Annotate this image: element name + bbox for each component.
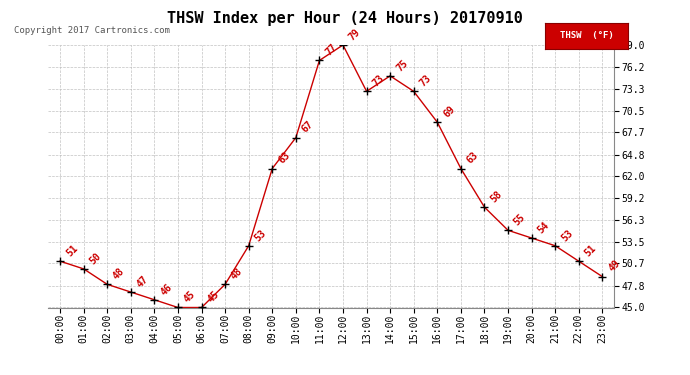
Point <box>408 88 420 94</box>
Text: 50: 50 <box>88 251 103 266</box>
Text: 77: 77 <box>324 42 339 58</box>
Text: 58: 58 <box>489 189 504 204</box>
Point <box>172 304 184 310</box>
Point <box>337 42 348 48</box>
Text: 73: 73 <box>371 73 386 88</box>
Point <box>149 297 160 303</box>
Point <box>455 165 466 171</box>
Text: 73: 73 <box>418 73 433 88</box>
Point <box>126 289 137 295</box>
Text: 49: 49 <box>607 258 622 274</box>
Point <box>597 274 608 280</box>
Text: 55: 55 <box>512 212 528 228</box>
Text: 51: 51 <box>64 243 79 258</box>
Point <box>479 204 490 210</box>
Text: 53: 53 <box>253 228 268 243</box>
Point <box>78 266 89 272</box>
Text: 75: 75 <box>394 58 410 73</box>
Point <box>290 135 302 141</box>
Text: 48: 48 <box>111 266 127 282</box>
Text: Copyright 2017 Cartronics.com: Copyright 2017 Cartronics.com <box>14 26 170 35</box>
Text: 63: 63 <box>465 150 480 166</box>
Text: 63: 63 <box>277 150 292 166</box>
Point <box>219 281 230 287</box>
Point <box>502 227 513 233</box>
Point <box>384 73 395 79</box>
Text: 79: 79 <box>347 27 362 42</box>
Text: 53: 53 <box>560 228 575 243</box>
Point <box>243 243 254 249</box>
Text: 54: 54 <box>535 220 551 235</box>
Point <box>196 304 207 310</box>
Point <box>526 235 537 241</box>
Text: 45: 45 <box>206 290 221 305</box>
Point <box>361 88 372 94</box>
Text: 51: 51 <box>583 243 598 258</box>
Text: 45: 45 <box>182 290 197 305</box>
Text: 69: 69 <box>442 104 457 119</box>
Point <box>55 258 66 264</box>
Point <box>550 243 561 249</box>
Text: THSW  (°F): THSW (°F) <box>560 31 613 40</box>
Text: 48: 48 <box>229 266 245 282</box>
Text: THSW Index per Hour (24 Hours) 20170910: THSW Index per Hour (24 Hours) 20170910 <box>167 11 523 26</box>
Text: 47: 47 <box>135 274 150 289</box>
Point <box>573 258 584 264</box>
Point <box>432 119 443 125</box>
Text: 67: 67 <box>300 120 315 135</box>
Point <box>314 57 325 63</box>
Point <box>101 281 112 287</box>
Text: 46: 46 <box>159 282 174 297</box>
Point <box>267 165 278 171</box>
